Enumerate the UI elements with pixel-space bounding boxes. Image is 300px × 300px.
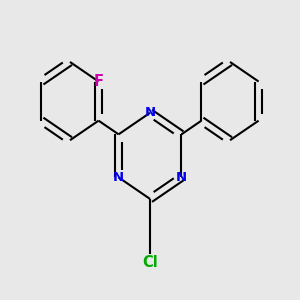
Text: N: N [176,171,187,184]
Text: F: F [94,74,103,89]
Text: N: N [144,106,156,119]
Text: Cl: Cl [142,255,158,270]
Text: N: N [113,171,124,184]
